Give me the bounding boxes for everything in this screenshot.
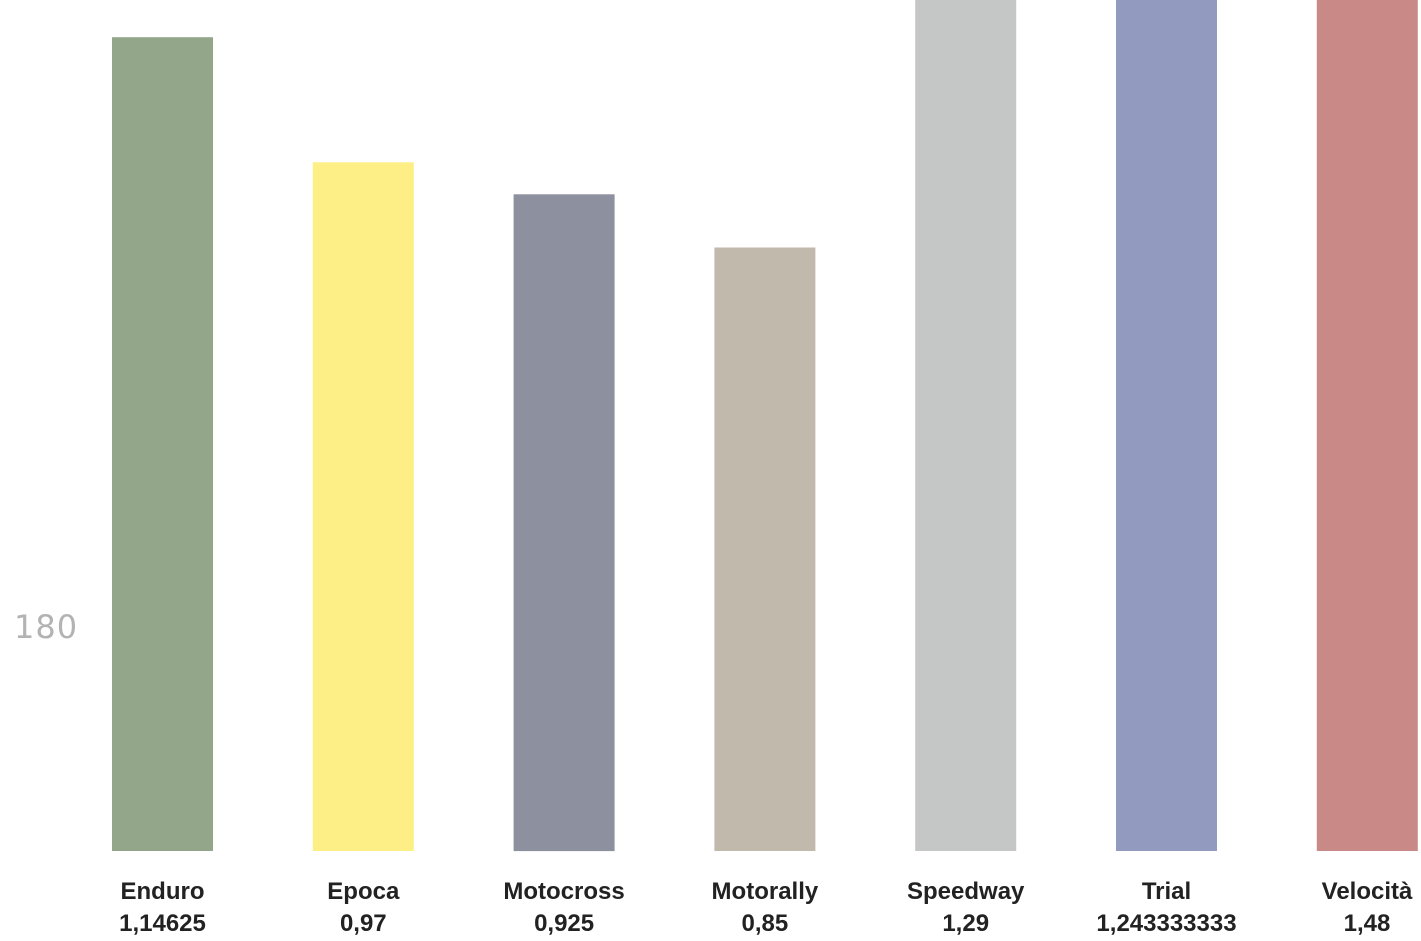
- category-labels-group: Enduro Epoca Motocross Motorally Speedway Tri…: [121, 878, 1414, 905]
- value-label: 1,243333333: [1096, 910, 1236, 936]
- category-label: Epoca: [327, 878, 400, 905]
- category-label: Trial: [1142, 878, 1191, 905]
- value-labels-group: 1,14625 0,97 0,925 0,85 1,29 1,243333333 1,48: [119, 910, 1391, 937]
- value-label: 1,14625: [119, 910, 206, 936]
- bars-group: [112, 0, 1418, 852]
- bar-speedway: [915, 0, 1017, 852]
- value-label: 1,29: [942, 910, 989, 936]
- value-label: 0,97: [340, 910, 387, 936]
- bar-trial: [1116, 0, 1217, 851]
- bar-velocit-: [1316, 0, 1418, 852]
- page-number: 180: [14, 608, 79, 646]
- category-label: Speedway: [907, 878, 1025, 905]
- bar-epoca: [312, 162, 414, 852]
- value-label: 0,925: [534, 910, 594, 936]
- value-label: 1,48: [1344, 910, 1391, 936]
- value-label: 0,85: [742, 910, 789, 936]
- bar-motorally: [714, 247, 816, 851]
- bar-motocross: [513, 194, 615, 852]
- category-label: Motocross: [503, 878, 624, 905]
- category-label: Velocità: [1322, 878, 1413, 905]
- bar-enduro: [112, 37, 213, 851]
- category-label: Motorally: [712, 878, 819, 905]
- category-label: Enduro: [121, 878, 205, 905]
